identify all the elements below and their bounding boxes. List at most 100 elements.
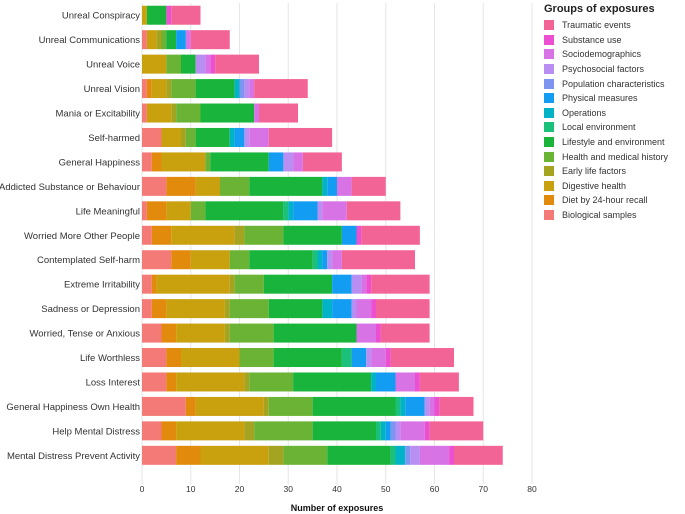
bar-general-happiness-own-health-digestive-health	[195, 396, 264, 416]
bar-self-harmed-psychosocial-factors	[244, 127, 250, 147]
legend-item-physical-measures: Physical measures	[544, 91, 685, 106]
bar-general-happiness-psychosocial-factors	[283, 152, 294, 172]
legend-swatch-psychosocial-factors	[544, 64, 554, 75]
bar-worried-tense-or-anxious-digestive-health	[176, 323, 225, 343]
bars	[142, 5, 503, 465]
bar-help-mental-distress-diet-by-24-hour-recall	[161, 421, 177, 441]
bar-unreal-vision-lifestyle-and-environment	[195, 79, 235, 99]
bar-life-worthless-sociodemographics	[371, 348, 386, 368]
bar-general-happiness-physical-measures	[268, 152, 284, 172]
legend-swatch-lifestyle-and-environment	[544, 137, 554, 148]
bar-unreal-communications-digestive-health	[146, 30, 157, 50]
bar-mania-or-excitability-sociodemographics	[254, 103, 259, 123]
category-label-life-worthless: Life Worthless	[80, 353, 140, 364]
bar-contemplated-self-harm-lifestyle-and-environment	[249, 250, 313, 270]
category-label-unreal-voice: Unreal Voice	[86, 60, 140, 71]
category-label-extreme-irritability: Extreme Irritability	[64, 280, 140, 291]
bar-contemplated-self-harm-health-and-medical-history	[229, 250, 250, 270]
bar-worried-tense-or-anxious-biological-samples	[142, 323, 162, 343]
bar-general-happiness-traumatic-events	[302, 152, 342, 172]
bar-life-worthless-physical-measures	[351, 348, 367, 368]
bar-worried-more-other-people-early-life-factors	[234, 225, 245, 245]
bar-mental-distress-prevent-activity-psychosocial-factors	[410, 445, 420, 465]
bar-worried-more-other-people-physical-measures	[341, 225, 357, 245]
bar-unreal-conspiracy-traumatic-events	[171, 5, 201, 25]
bar-extreme-irritability-psychosocial-factors	[351, 274, 362, 294]
bar-general-happiness-lifestyle-and-environment	[210, 152, 269, 172]
bar-general-happiness-own-health-diet-by-24-hour-recall	[185, 396, 196, 416]
bar-self-harmed-early-life-factors	[181, 127, 186, 147]
bar-mental-distress-prevent-activity-health-and-medical-history	[283, 445, 328, 465]
bar-general-happiness-digestive-health	[161, 152, 206, 172]
bar-sadness-or-depression-physical-measures	[332, 299, 352, 319]
bar-general-happiness-own-health-physical-measures	[405, 396, 425, 416]
bar-worried-more-other-people-diet-by-24-hour-recall	[151, 225, 172, 245]
bar-mania-or-excitability-early-life-factors	[171, 103, 177, 123]
bar-contemplated-self-harm-traumatic-events	[341, 250, 415, 270]
x-tick-label-30: 30	[284, 484, 294, 494]
bar-unreal-vision-sociodemographics	[249, 79, 255, 99]
bar-life-worthless-psychosocial-factors	[366, 348, 372, 368]
legend-items: Traumatic events Substance use Sociodemogr…	[544, 18, 685, 222]
bar-general-happiness-own-health-lifestyle-and-environment	[312, 396, 396, 416]
bar-contemplated-self-harm-biological-samples	[142, 250, 172, 270]
legend-item-substance-use: Substance use	[544, 33, 685, 48]
category-labels: Unreal Conspiracy Unreal Communications Un…	[0, 11, 140, 462]
bar-sadness-or-depression-biological-samples	[142, 299, 152, 319]
bar-life-worthless-health-and-medical-history	[239, 348, 274, 368]
bar-general-happiness-own-health-local-environment	[395, 396, 401, 416]
bar-contemplated-self-harm-psychosocial-factors	[327, 250, 333, 270]
legend-item-operations: Operations	[544, 106, 685, 121]
bar-extreme-irritability-physical-measures	[332, 274, 352, 294]
bar-help-mental-distress-health-and-medical-history	[254, 421, 313, 441]
bar-life-meaningful-digestive-health	[166, 201, 191, 221]
bar-unreal-voice-sociodemographics	[205, 54, 211, 74]
bar-mental-distress-prevent-activity-early-life-factors	[268, 445, 284, 465]
bar-unreal-vision-diet-by-24-hour-recall	[146, 79, 152, 99]
bar-extreme-irritability-substance-use	[366, 274, 372, 294]
bar-mental-distress-prevent-activity-sociodemographics	[419, 445, 450, 465]
bar-contemplated-self-harm-diet-by-24-hour-recall	[171, 250, 191, 270]
bar-addicted-substance-or-behaviour-physical-measures	[327, 176, 337, 196]
bar-addicted-substance-or-behaviour-sociodemographics	[337, 176, 352, 196]
bar-addicted-substance-or-behaviour-health-and-medical-history	[220, 176, 250, 196]
bar-worried-more-other-people-digestive-health	[171, 225, 235, 245]
bar-mania-or-excitability-health-and-medical-history	[176, 103, 201, 123]
bar-help-mental-distress-traumatic-events	[429, 421, 484, 441]
x-tick-label-40: 40	[332, 484, 342, 494]
bar-help-mental-distress-sociodemographics	[400, 421, 425, 441]
bar-sadness-or-depression-psychosocial-factors	[351, 299, 357, 319]
legend-item-population-characteristics: Population characteristics	[544, 76, 685, 91]
legend-item-biological-samples: Biological samples	[544, 208, 685, 223]
bar-unreal-voice-digestive-health	[142, 54, 167, 74]
legend-label-substance-use: Substance use	[562, 34, 622, 45]
bar-general-happiness-own-health-psychosocial-factors	[424, 396, 430, 416]
bar-self-harmed-operations	[229, 127, 235, 147]
bar-general-happiness-own-health-early-life-factors	[263, 396, 269, 416]
bar-loss-interest-physical-measures	[376, 372, 396, 392]
legend-swatch-biological-samples	[544, 210, 554, 221]
bar-general-happiness-biological-samples	[142, 152, 152, 172]
bar-unreal-conspiracy-digestive-health	[142, 5, 147, 25]
bar-life-worthless-substance-use	[385, 348, 391, 368]
legend-title: Groups of exposures	[544, 3, 655, 15]
bar-loss-interest-early-life-factors	[244, 372, 250, 392]
bar-mental-distress-prevent-activity-digestive-health	[200, 445, 269, 465]
bar-worried-tense-or-anxious-lifestyle-and-environment	[273, 323, 357, 343]
bar-help-mental-distress-operations	[380, 421, 386, 441]
legend-label-biological-samples: Biological samples	[562, 210, 637, 221]
bar-mental-distress-prevent-activity-lifestyle-and-environment	[327, 445, 391, 465]
category-label-general-happiness: General Happiness	[59, 157, 141, 168]
legend-swatch-sociodemographics	[544, 49, 554, 60]
bar-loss-interest-digestive-health	[176, 372, 245, 392]
category-label-self-harmed: Self-harmed	[88, 133, 140, 144]
bar-life-meaningful-sociodemographics	[322, 201, 347, 221]
bar-addicted-substance-or-behaviour-operations	[322, 176, 328, 196]
legend-swatch-digestive-health	[544, 180, 554, 191]
bar-general-happiness-own-health-operations	[400, 396, 406, 416]
bar-mental-distress-prevent-activity-diet-by-24-hour-recall	[176, 445, 201, 465]
legend-label-digestive-health: Digestive health	[562, 180, 627, 191]
legend-label-lifestyle-and-environment: Lifestyle and environment	[562, 137, 665, 148]
bar-help-mental-distress-physical-measures	[385, 421, 391, 441]
bar-mental-distress-prevent-activity-substance-use	[449, 445, 454, 465]
